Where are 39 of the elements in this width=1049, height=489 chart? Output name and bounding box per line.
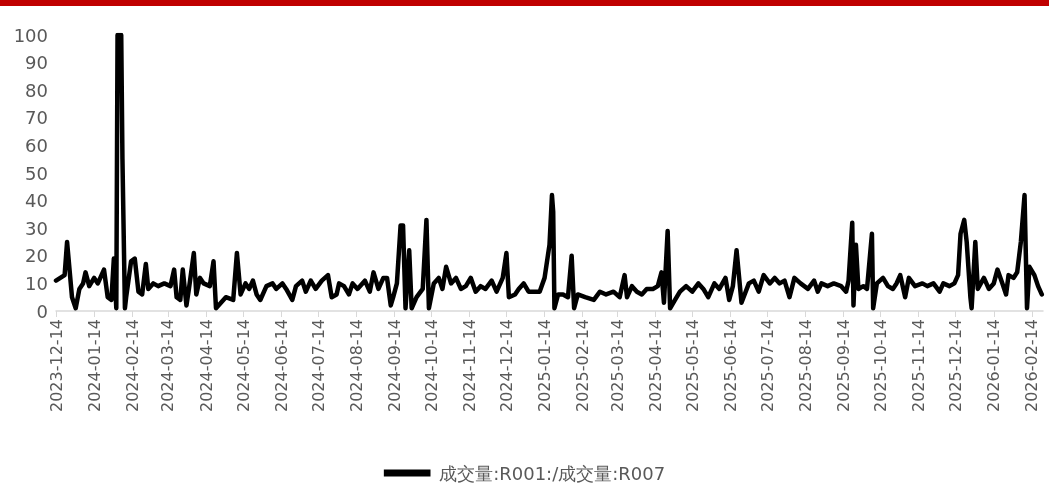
x-tick-label: 2026-02-14 [1022, 319, 1042, 412]
x-tick-label: 2025-10-14 [871, 319, 891, 412]
x-tick-label: 2025-11-14 [909, 319, 929, 412]
legend-label: 成交量:R001:/成交量:R007 [439, 462, 666, 484]
x-tick-label: 2025-01-14 [535, 319, 555, 412]
x-tick-label: 2025-06-14 [720, 319, 740, 412]
y-tick-label: 90 [25, 52, 48, 74]
x-tick-label: 2024-03-14 [158, 319, 178, 412]
y-tick-label: 30 [25, 217, 48, 239]
x-tick-label: 2025-07-14 [757, 319, 777, 412]
x-tick-label: 2024-05-14 [233, 319, 253, 412]
y-tick-label: 80 [25, 79, 48, 101]
y-tick-label: 0 [36, 300, 48, 322]
x-tick-label: 2024-09-14 [384, 319, 404, 412]
y-tick-label: 60 [25, 134, 48, 156]
x-tick-label: 2024-08-14 [346, 319, 366, 412]
x-tick-label: 2024-10-14 [421, 319, 441, 412]
x-tick-label: 2024-04-14 [196, 319, 216, 412]
x-tick-label: 2026-01-14 [984, 319, 1004, 412]
y-tick-label: 70 [25, 107, 48, 129]
x-tick-label: 2025-09-14 [834, 319, 854, 412]
x-tick-label: 2024-12-14 [496, 319, 516, 412]
y-tick-label: 50 [25, 162, 48, 184]
y-tick-label: 100 [13, 24, 48, 46]
x-tick-label: 2024-06-14 [271, 319, 291, 412]
y-tick-label: 20 [25, 245, 48, 267]
x-tick-label: 2025-08-14 [795, 319, 815, 412]
x-tick-label: 2024-11-14 [460, 319, 480, 412]
y-tick-label: 40 [25, 190, 48, 212]
x-tick-label: 2025-12-14 [946, 319, 966, 412]
x-tick-label: 2024-02-14 [122, 319, 142, 412]
x-tick-label: 2025-05-14 [682, 319, 702, 412]
x-tick-label: 2025-02-14 [573, 319, 593, 412]
x-tick-label: 2024-07-14 [308, 319, 328, 412]
x-tick-label: 2025-03-14 [607, 319, 627, 412]
x-tick-label: 2023-12-14 [46, 319, 66, 412]
x-tick-label: 2025-04-14 [645, 319, 665, 412]
x-tick-label: 2024-01-14 [84, 319, 104, 412]
y-tick-label: 10 [25, 272, 48, 294]
